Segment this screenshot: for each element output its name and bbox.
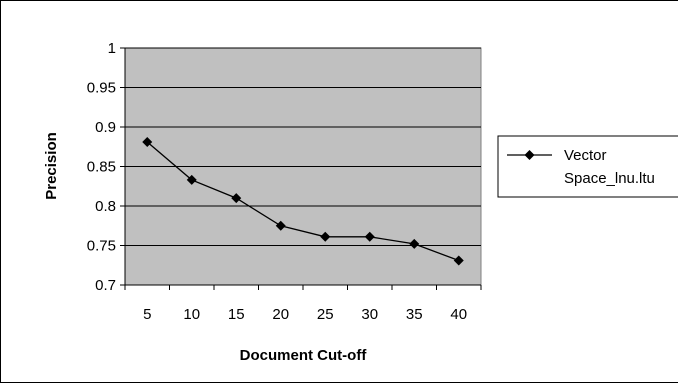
y-tick-label-0.9: 0.9 xyxy=(95,119,116,136)
x-tick-label-40: 40 xyxy=(450,306,467,323)
legend-label-line-1: Vector xyxy=(564,147,607,164)
series-layer xyxy=(142,137,464,266)
data-point-40 xyxy=(453,255,464,266)
y-tick-label-0.75: 0.75 xyxy=(87,238,116,255)
x-tick-label-10: 10 xyxy=(183,306,200,323)
y-tick-label-0.95: 0.95 xyxy=(87,80,116,97)
y-tick-label-0.7: 0.7 xyxy=(95,277,116,294)
legend: Vector Space_lnu.ltu xyxy=(497,135,678,198)
data-point-25 xyxy=(320,231,331,242)
data-point-5 xyxy=(142,137,153,148)
x-tick-label-5: 5 xyxy=(143,306,151,323)
data-point-10 xyxy=(186,174,197,185)
series-line-0 xyxy=(146,141,459,262)
x-tick-label-35: 35 xyxy=(406,306,423,323)
data-point-35 xyxy=(409,238,420,249)
legend-marker-diamond xyxy=(524,150,535,160)
x-tick-label-30: 30 xyxy=(361,306,378,323)
data-point-20 xyxy=(275,220,286,231)
legend-label-line-2: Space_lnu.ltu xyxy=(564,170,655,187)
y-tick-label-0.8: 0.8 xyxy=(95,198,116,215)
x-tick-label-20: 20 xyxy=(272,306,289,323)
y-axis-title: Precision xyxy=(43,132,60,200)
legend-box xyxy=(497,135,678,198)
x-tick-label-25: 25 xyxy=(317,306,334,323)
x-axis-title: Document Cut-off xyxy=(240,347,368,364)
data-point-15 xyxy=(231,193,242,204)
y-tick-labels: 0.7 0.75 0.8 0.85 0.9 0.95 1 xyxy=(87,40,125,294)
y-tick-label-0.85: 0.85 xyxy=(87,159,116,176)
data-point-30 xyxy=(364,231,375,242)
x-tick-label-15: 15 xyxy=(228,306,245,323)
y-tick-label-1: 1 xyxy=(108,40,116,57)
x-tick-labels: 5 10 15 20 25 30 35 40 xyxy=(124,285,482,323)
gridlines xyxy=(125,47,481,246)
